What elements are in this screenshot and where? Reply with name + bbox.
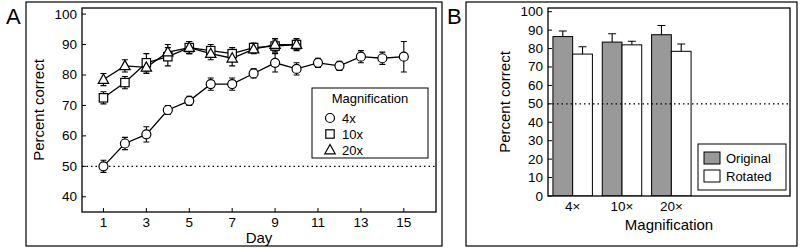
plot-area: [82, 38, 436, 172]
chance-line: [548, 103, 790, 104]
marker: [98, 74, 108, 83]
legend-label: 10x: [342, 127, 363, 142]
marker: [292, 64, 301, 73]
y-tick-label: 90: [528, 23, 543, 38]
y-tick-label: 70: [62, 98, 77, 113]
marker: [399, 52, 408, 61]
marker: [120, 139, 129, 148]
x-tick-label: 1: [100, 215, 108, 230]
panel-letter: A: [6, 4, 21, 29]
marker: [378, 54, 387, 63]
bar: [602, 42, 622, 196]
legend-swatch: [704, 152, 720, 164]
marker: [270, 39, 280, 48]
x-tick-label: 20×: [660, 199, 683, 214]
y-tick-label: 100: [520, 4, 543, 19]
y-tick-label: 50: [528, 96, 543, 111]
y-tick-label: 40: [62, 189, 77, 204]
y-axis-label: Percent correct: [30, 58, 47, 161]
marker: [206, 80, 215, 89]
panel-box: [26, 2, 442, 246]
marker: [163, 106, 172, 115]
bar: [622, 45, 642, 196]
marker: [228, 80, 237, 89]
marker: [184, 42, 194, 51]
panel-box: [466, 2, 797, 246]
series-line: [103, 45, 296, 98]
error-bar: [657, 26, 665, 35]
marker: [206, 48, 216, 57]
plot-frame: [548, 8, 790, 196]
legend-box: [698, 144, 786, 190]
marker: [99, 94, 107, 102]
y-tick-label: 10: [528, 170, 543, 185]
legend-label: Original: [726, 151, 771, 166]
y-tick-label: 50: [62, 159, 77, 174]
marker: [163, 47, 173, 56]
bar: [671, 51, 691, 196]
y-tick-label: 90: [62, 37, 77, 52]
marker: [249, 69, 258, 78]
marker: [325, 145, 335, 154]
x-tick-label: 9: [271, 215, 279, 230]
legend-box: [312, 88, 428, 158]
legend-label: 4x: [342, 111, 356, 126]
y-tick-label: 60: [528, 78, 543, 93]
bar: [652, 35, 672, 196]
marker: [335, 61, 344, 70]
legend-title: Magnification: [332, 91, 409, 106]
y-tick-label: 100: [54, 7, 77, 22]
x-tick-label: 4×: [565, 199, 580, 214]
y-tick-label: 30: [528, 133, 543, 148]
legend-swatch: [704, 170, 720, 182]
y-tick-label: 0: [535, 189, 543, 204]
marker: [227, 53, 237, 62]
marker: [185, 96, 194, 105]
figure: A405060708090100Percent correct135791113…: [0, 0, 800, 248]
y-tick-label: 80: [528, 41, 543, 56]
marker: [326, 114, 335, 123]
marker: [99, 162, 108, 171]
error-bar: [677, 44, 685, 51]
legend-label: 20x: [342, 143, 363, 158]
x-tick-label: 5: [186, 215, 194, 230]
marker: [291, 39, 301, 48]
series-line: [103, 45, 296, 80]
x-tick-label: 11: [311, 215, 325, 230]
y-tick-label: 20: [528, 152, 543, 167]
marker: [248, 44, 258, 53]
x-axis-label: Day: [246, 229, 273, 246]
marker: [326, 130, 334, 138]
error-bar: [608, 34, 616, 42]
error-bar: [559, 31, 567, 37]
x-tick-label: 7: [228, 215, 236, 230]
x-tick-label: 3: [143, 215, 151, 230]
plot-area: [548, 26, 790, 196]
x-tick-label: 13: [353, 215, 368, 230]
x-axis-label: Magnification: [625, 216, 713, 233]
x-tick-label: 10×: [611, 199, 634, 214]
plot-frame: [82, 8, 436, 212]
marker: [271, 58, 280, 67]
marker: [142, 130, 151, 139]
error-bar: [628, 41, 636, 45]
y-tick-label: 70: [528, 59, 543, 74]
error-bar: [579, 47, 587, 54]
marker: [356, 52, 365, 61]
marker: [120, 60, 130, 69]
marker: [141, 62, 151, 71]
legend-label: Rotated: [726, 169, 772, 184]
marker: [314, 58, 323, 67]
x-tick-label: 15: [396, 215, 411, 230]
y-axis-label: Percent correct: [496, 50, 513, 153]
panel-letter: B: [447, 4, 462, 29]
bar: [573, 54, 593, 196]
chance-line: [82, 166, 436, 167]
y-tick-label: 60: [62, 128, 77, 143]
y-tick-label: 80: [62, 67, 77, 82]
bar: [553, 37, 573, 196]
y-tick-label: 40: [528, 115, 543, 130]
marker: [121, 78, 129, 86]
